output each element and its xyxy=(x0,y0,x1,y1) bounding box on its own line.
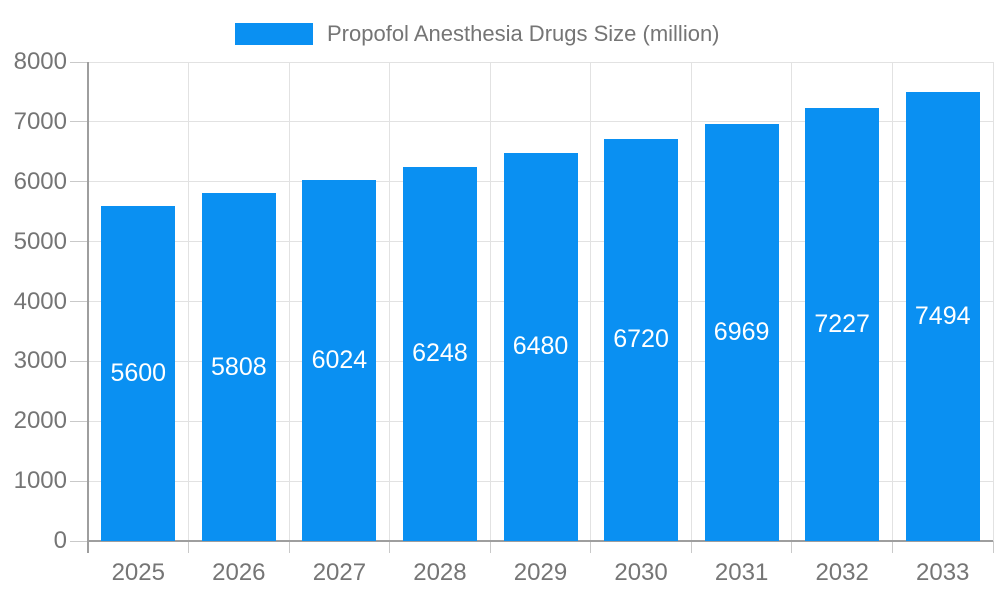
x-axis-tick xyxy=(288,541,290,553)
x-axis-tick xyxy=(891,541,893,553)
y-axis-label: 5000 xyxy=(13,227,67,255)
y-axis-label: 2000 xyxy=(13,407,67,435)
x-axis-label: 2031 xyxy=(714,559,769,586)
bar-value-label: 6480 xyxy=(512,332,569,361)
x-axis-tick xyxy=(389,541,391,553)
x-axis-tick xyxy=(188,541,190,553)
bar-value-label: 7227 xyxy=(814,310,870,339)
legend-swatch-icon xyxy=(235,23,313,45)
y-axis-tick xyxy=(70,301,88,302)
x-axis-label: 2030 xyxy=(614,559,668,586)
bar-value-label: 6969 xyxy=(713,317,770,346)
bar[interactable]: 6480 xyxy=(503,153,578,541)
x-axis-label: 2027 xyxy=(312,559,367,586)
x-grid-line xyxy=(891,62,893,541)
x-axis-tick xyxy=(489,541,491,553)
x-axis-tick xyxy=(690,541,692,553)
x-axis-tick xyxy=(992,541,994,553)
bar[interactable]: 7227 xyxy=(805,108,880,541)
bar[interactable]: 5808 xyxy=(201,193,276,541)
bar[interactable]: 6248 xyxy=(402,166,477,541)
x-axis-label: 2032 xyxy=(815,559,869,586)
x-grid-line xyxy=(590,62,592,541)
y-axis-label: 6000 xyxy=(13,167,67,195)
y-axis-tick xyxy=(70,360,88,362)
y-axis-label: 8000 xyxy=(13,48,67,75)
bar-value-label: 7494 xyxy=(914,302,971,331)
bar-value-label: 6024 xyxy=(311,346,368,375)
y-axis-label: 0 xyxy=(53,527,67,554)
x-grid-line xyxy=(489,62,491,541)
y-axis-tick xyxy=(70,181,88,183)
y-axis-tick xyxy=(70,420,88,422)
x-axis-label: 2029 xyxy=(513,559,568,586)
y-axis-label: 1000 xyxy=(13,467,67,495)
x-grid-line xyxy=(389,62,391,541)
bar-value-label: 5808 xyxy=(211,352,267,381)
x-axis-tick xyxy=(791,541,793,553)
y-axis-label: 7000 xyxy=(13,107,67,135)
legend-label: Propofol Anesthesia Drugs Size (million) xyxy=(327,21,720,46)
bar-value-label: 5600 xyxy=(110,358,167,387)
x-axis-line xyxy=(88,540,993,542)
x-axis-label: 2033 xyxy=(916,559,970,586)
x-grid-line xyxy=(791,62,793,541)
legend[interactable]: Propofol Anesthesia Drugs Size (million) xyxy=(235,21,720,47)
y-grid-line xyxy=(88,61,993,63)
bar[interactable]: 5600 xyxy=(101,205,176,541)
y-grid-line xyxy=(88,121,993,123)
bar[interactable]: 6720 xyxy=(604,138,679,541)
y-axis-tick xyxy=(70,121,88,123)
x-axis-label: 2028 xyxy=(413,559,467,586)
y-axis-tick xyxy=(70,61,88,63)
bar-value-label: 6248 xyxy=(412,339,468,368)
y-axis-line xyxy=(87,62,89,553)
y-axis-label: 3000 xyxy=(13,347,67,375)
y-axis-tick xyxy=(70,540,88,542)
x-grid-line xyxy=(992,62,994,541)
y-axis-tick xyxy=(70,241,88,243)
x-grid-line xyxy=(690,62,692,541)
y-axis-tick xyxy=(70,480,88,482)
bar-value-label: 6720 xyxy=(613,325,669,354)
bar[interactable]: 7494 xyxy=(905,92,980,541)
x-grid-line xyxy=(288,62,290,541)
x-grid-line xyxy=(188,62,190,541)
x-axis-label: 2025 xyxy=(111,559,165,586)
x-axis-label: 2026 xyxy=(212,559,266,586)
y-axis-label: 4000 xyxy=(13,287,67,315)
bar[interactable]: 6969 xyxy=(704,123,779,541)
bar[interactable]: 6024 xyxy=(302,180,377,541)
x-axis-tick xyxy=(590,541,592,553)
